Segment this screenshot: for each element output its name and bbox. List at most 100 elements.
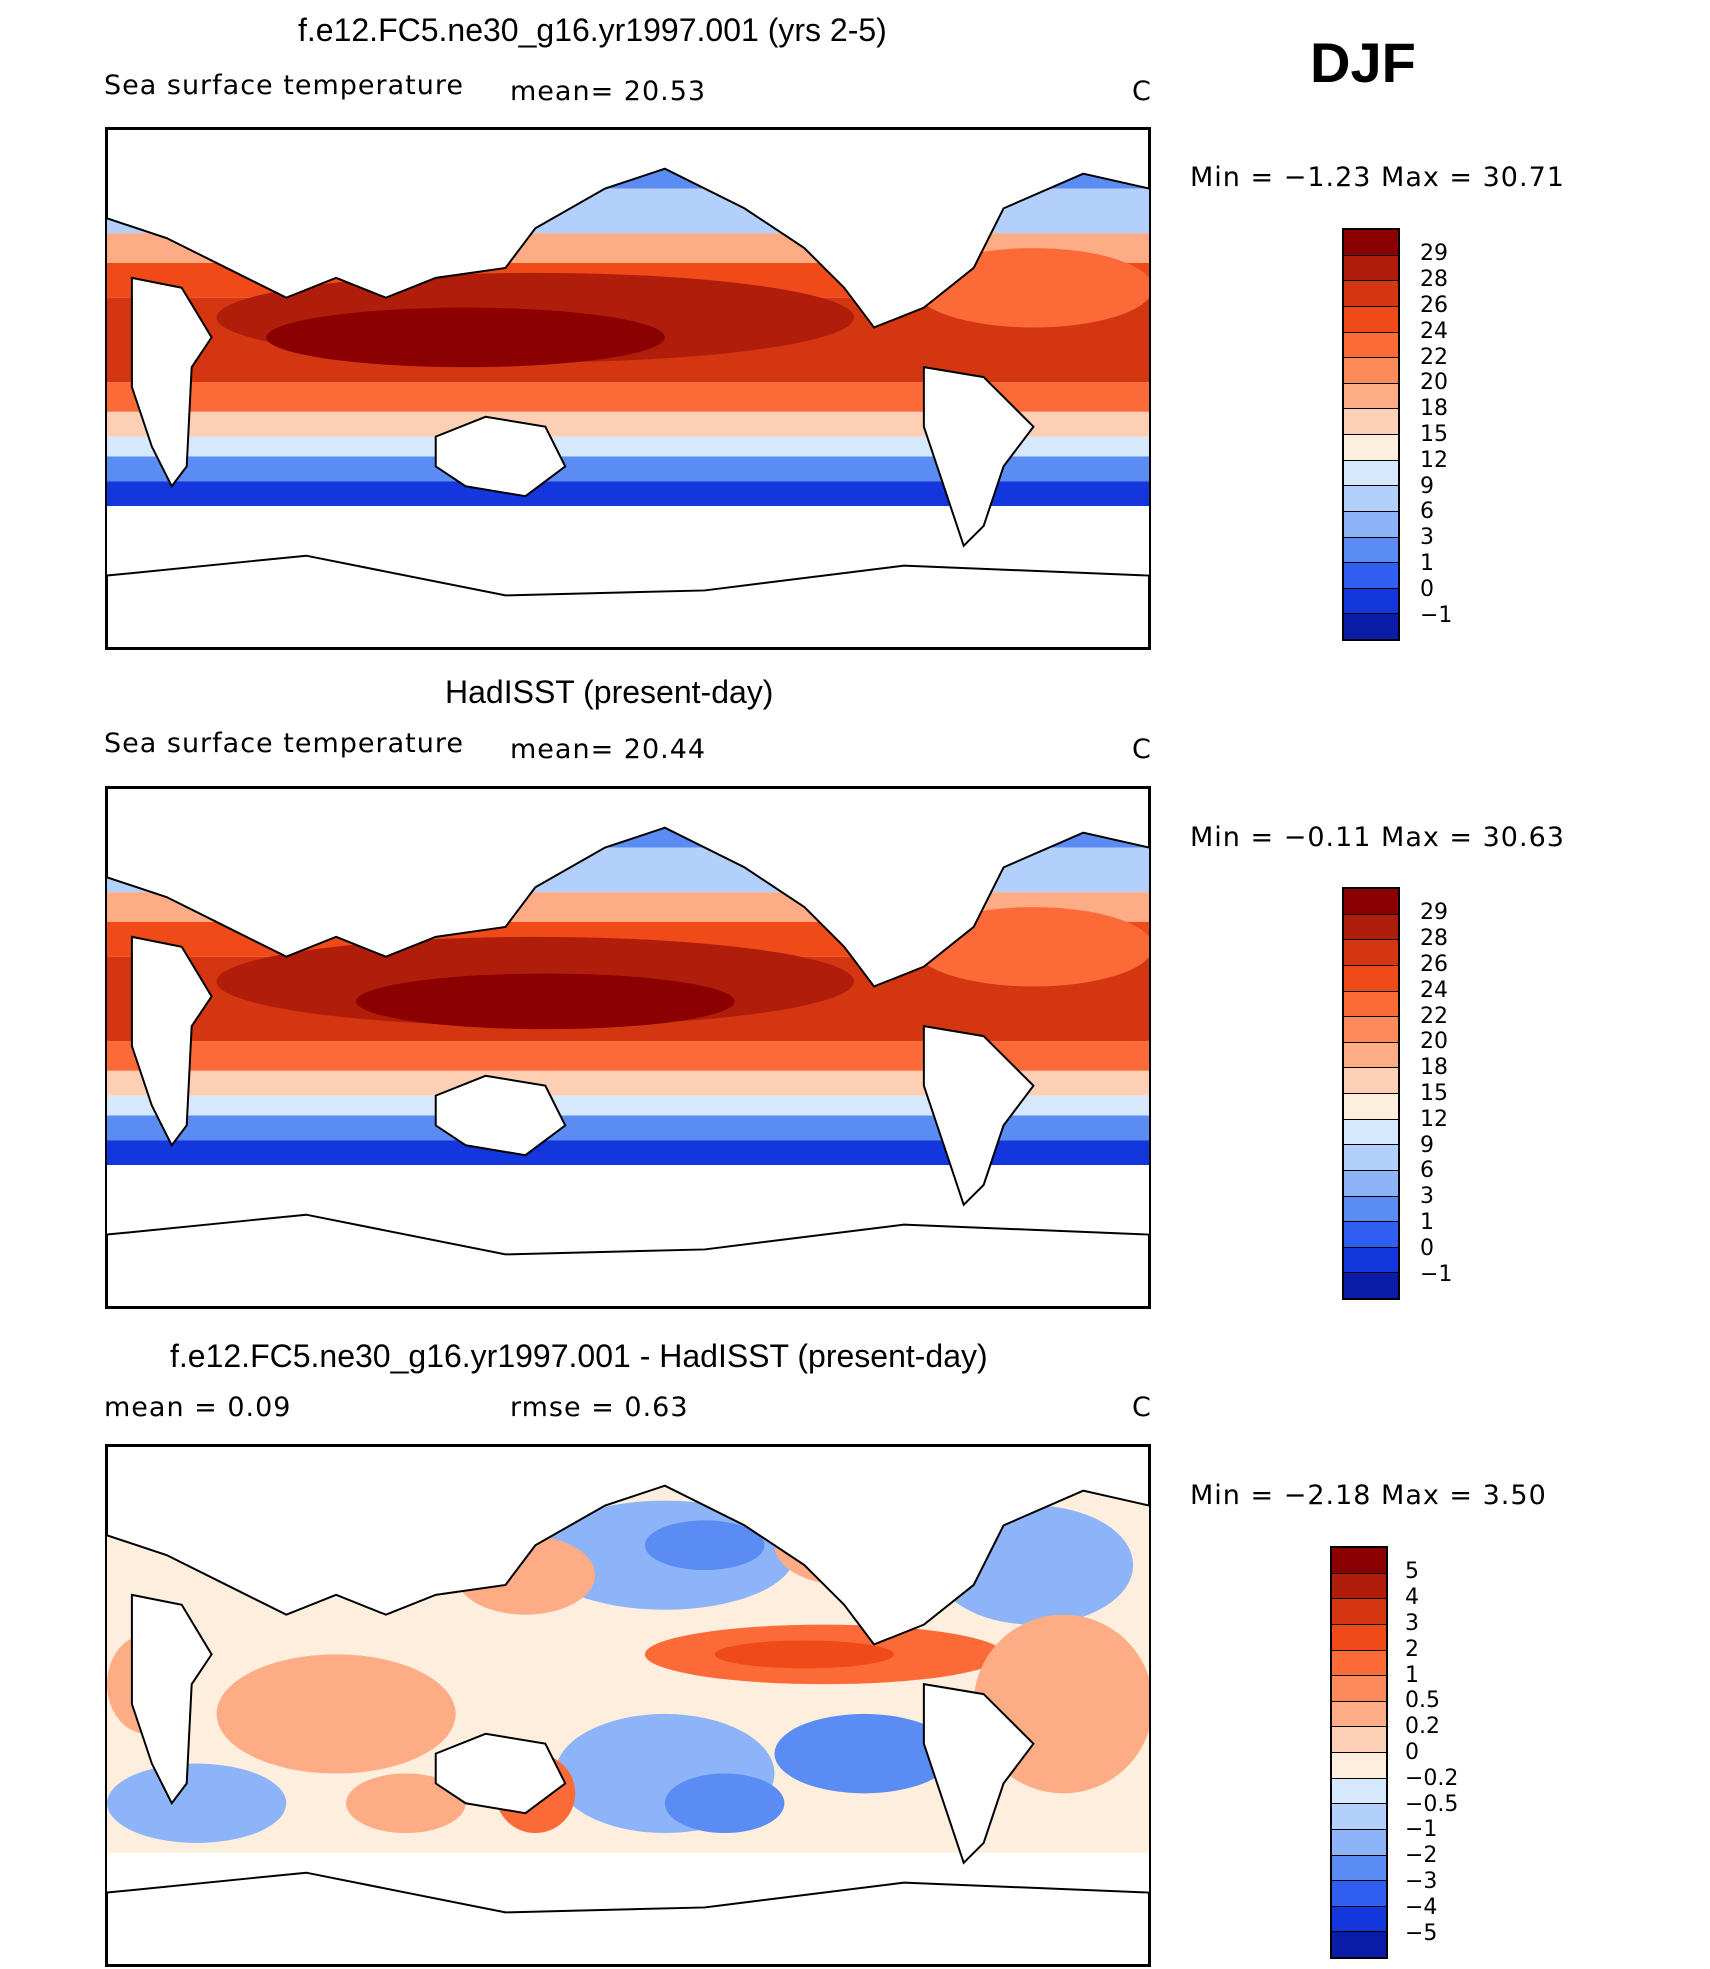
colorbar-swatch [1344,1247,1398,1274]
colorbar-swatch [1332,1573,1386,1600]
colorbar-swatch [1344,1068,1398,1094]
colorbar-swatch [1344,1145,1398,1171]
colorbar-tick-label: 3 [1420,525,1434,551]
sst-map [105,127,1151,650]
colorbar-tick-label: 5 [1405,1559,1419,1585]
mean-label: mean = 0.09 [104,1392,292,1423]
colorbar-tick-label: 1 [1405,1662,1419,1688]
sst-difference-map-graphic [107,1446,1149,1965]
colorbar-tick-label: 22 [1420,1003,1448,1029]
colorbar-swatch [1344,1273,1398,1298]
colorbar-tick-label: 18 [1420,1055,1448,1081]
colorbar-swatch [1332,1650,1386,1677]
colorbar-swatch [1344,1042,1398,1069]
colorbar-tick-label: −1 [1405,1817,1438,1843]
colorbar-tick-label: −5 [1405,1920,1438,1946]
continents [107,129,1149,648]
colorbar-tick-label: −2 [1405,1843,1438,1869]
colorbar-swatch [1332,1804,1386,1830]
colorbar-tick-label: 3 [1405,1610,1419,1636]
colorbar-swatch [1332,1753,1386,1779]
colorbar-swatch [1344,358,1398,384]
colorbar-tick-label: 0 [1420,576,1434,602]
units-label: C [1132,734,1152,765]
colorbar-tick-label: 15 [1420,421,1448,447]
colorbar-swatch [1332,1932,1386,1957]
rmse-label: rmse = 0.63 [510,1392,689,1423]
colorbar-tick-label: −1 [1420,602,1453,628]
colorbar-tick-label: −0.2 [1405,1765,1459,1791]
colorbar-swatch [1344,281,1398,307]
colorbar-swatch [1344,965,1398,992]
colorbar-swatch [1344,511,1398,538]
colorbar-swatch [1344,486,1398,512]
colorbar-tick-label: 0.5 [1405,1688,1440,1714]
colorbar-swatch [1344,1170,1398,1197]
colorbar-swatch [1344,1094,1398,1120]
colorbar-tick-label: 9 [1420,473,1434,499]
colorbar-swatch [1344,230,1398,256]
colorbar-swatch [1344,889,1398,915]
colorbar-tick-label: 6 [1420,499,1434,525]
min-max-label: Min = −0.11 Max = 30.63 [1190,822,1565,853]
colorbar [1342,887,1400,1300]
colorbar-swatch [1332,1855,1386,1882]
colorbar-tick-label: 26 [1420,292,1448,318]
colorbar-tick-label: 26 [1420,951,1448,977]
sst-map-graphic [107,788,1149,1307]
colorbar-tick-label: 28 [1420,267,1448,293]
continents [107,1446,1149,1965]
colorbar-tick-label: 4 [1405,1585,1419,1611]
colorbar-swatch [1344,460,1398,487]
variable-label: Sea surface temperature [104,70,464,101]
colorbar-tick-label: 24 [1420,977,1448,1003]
mean-label: mean= 20.44 [510,734,707,765]
colorbar-swatch [1344,1222,1398,1248]
colorbar-tick-label: 12 [1420,447,1448,473]
colorbar-tick-label: 2 [1405,1636,1419,1662]
colorbar-tick-label: −4 [1405,1894,1438,1920]
colorbar-tick-label: 1 [1420,1209,1434,1235]
colorbar-swatch [1344,588,1398,615]
colorbar-swatch [1332,1548,1386,1574]
colorbar-swatch [1344,306,1398,333]
season-label: DJF [1310,31,1416,94]
colorbar-tick-label: 0 [1420,1235,1434,1261]
colorbar-swatch [1344,991,1398,1018]
colorbar-tick-label: 20 [1420,370,1448,396]
colorbar-swatch [1344,383,1398,410]
units-label: C [1132,76,1152,107]
colorbar-tick-label: 29 [1420,241,1448,267]
colorbar-tick-label: −0.5 [1405,1791,1459,1817]
colorbar-tick-label: 9 [1420,1132,1434,1158]
colorbar-swatch [1344,614,1398,639]
colorbar [1342,228,1400,641]
colorbar-swatch [1332,1676,1386,1702]
colorbar-swatch [1344,563,1398,589]
colorbar-tick-label: 0 [1405,1739,1419,1765]
colorbar-tick-label: 29 [1420,900,1448,926]
colorbar-swatch [1344,255,1398,282]
colorbar-tick-label: 1 [1420,550,1434,576]
colorbar-tick-label: −1 [1420,1261,1453,1287]
sst-map [105,786,1151,1309]
panel-title: f.e12.FC5.ne30_g16.yr1997.001 - HadISST … [170,1338,988,1374]
colorbar-swatch [1344,1119,1398,1146]
colorbar-swatch [1344,940,1398,966]
continents [107,788,1149,1307]
colorbar-swatch [1332,1727,1386,1753]
colorbar-swatch [1332,1906,1386,1933]
colorbar-tick-label: 28 [1420,926,1448,952]
colorbar-tick-label: 18 [1420,396,1448,422]
colorbar-tick-label: 15 [1420,1080,1448,1106]
colorbar-labels: 29 28 26 24 22 20 18 15 12 9 6 3 1 0 −1 [1420,900,1452,1287]
colorbar-tick-label: 0.2 [1405,1714,1440,1740]
colorbar-tick-label: 20 [1420,1029,1448,1055]
colorbar-tick-label: 22 [1420,344,1448,370]
colorbar-swatch [1332,1701,1386,1728]
colorbar-swatch [1332,1599,1386,1625]
colorbar [1330,1546,1388,1959]
sst-map-graphic [107,129,1149,648]
sst-difference-map [105,1444,1151,1967]
colorbar-tick-label: −3 [1405,1868,1438,1894]
